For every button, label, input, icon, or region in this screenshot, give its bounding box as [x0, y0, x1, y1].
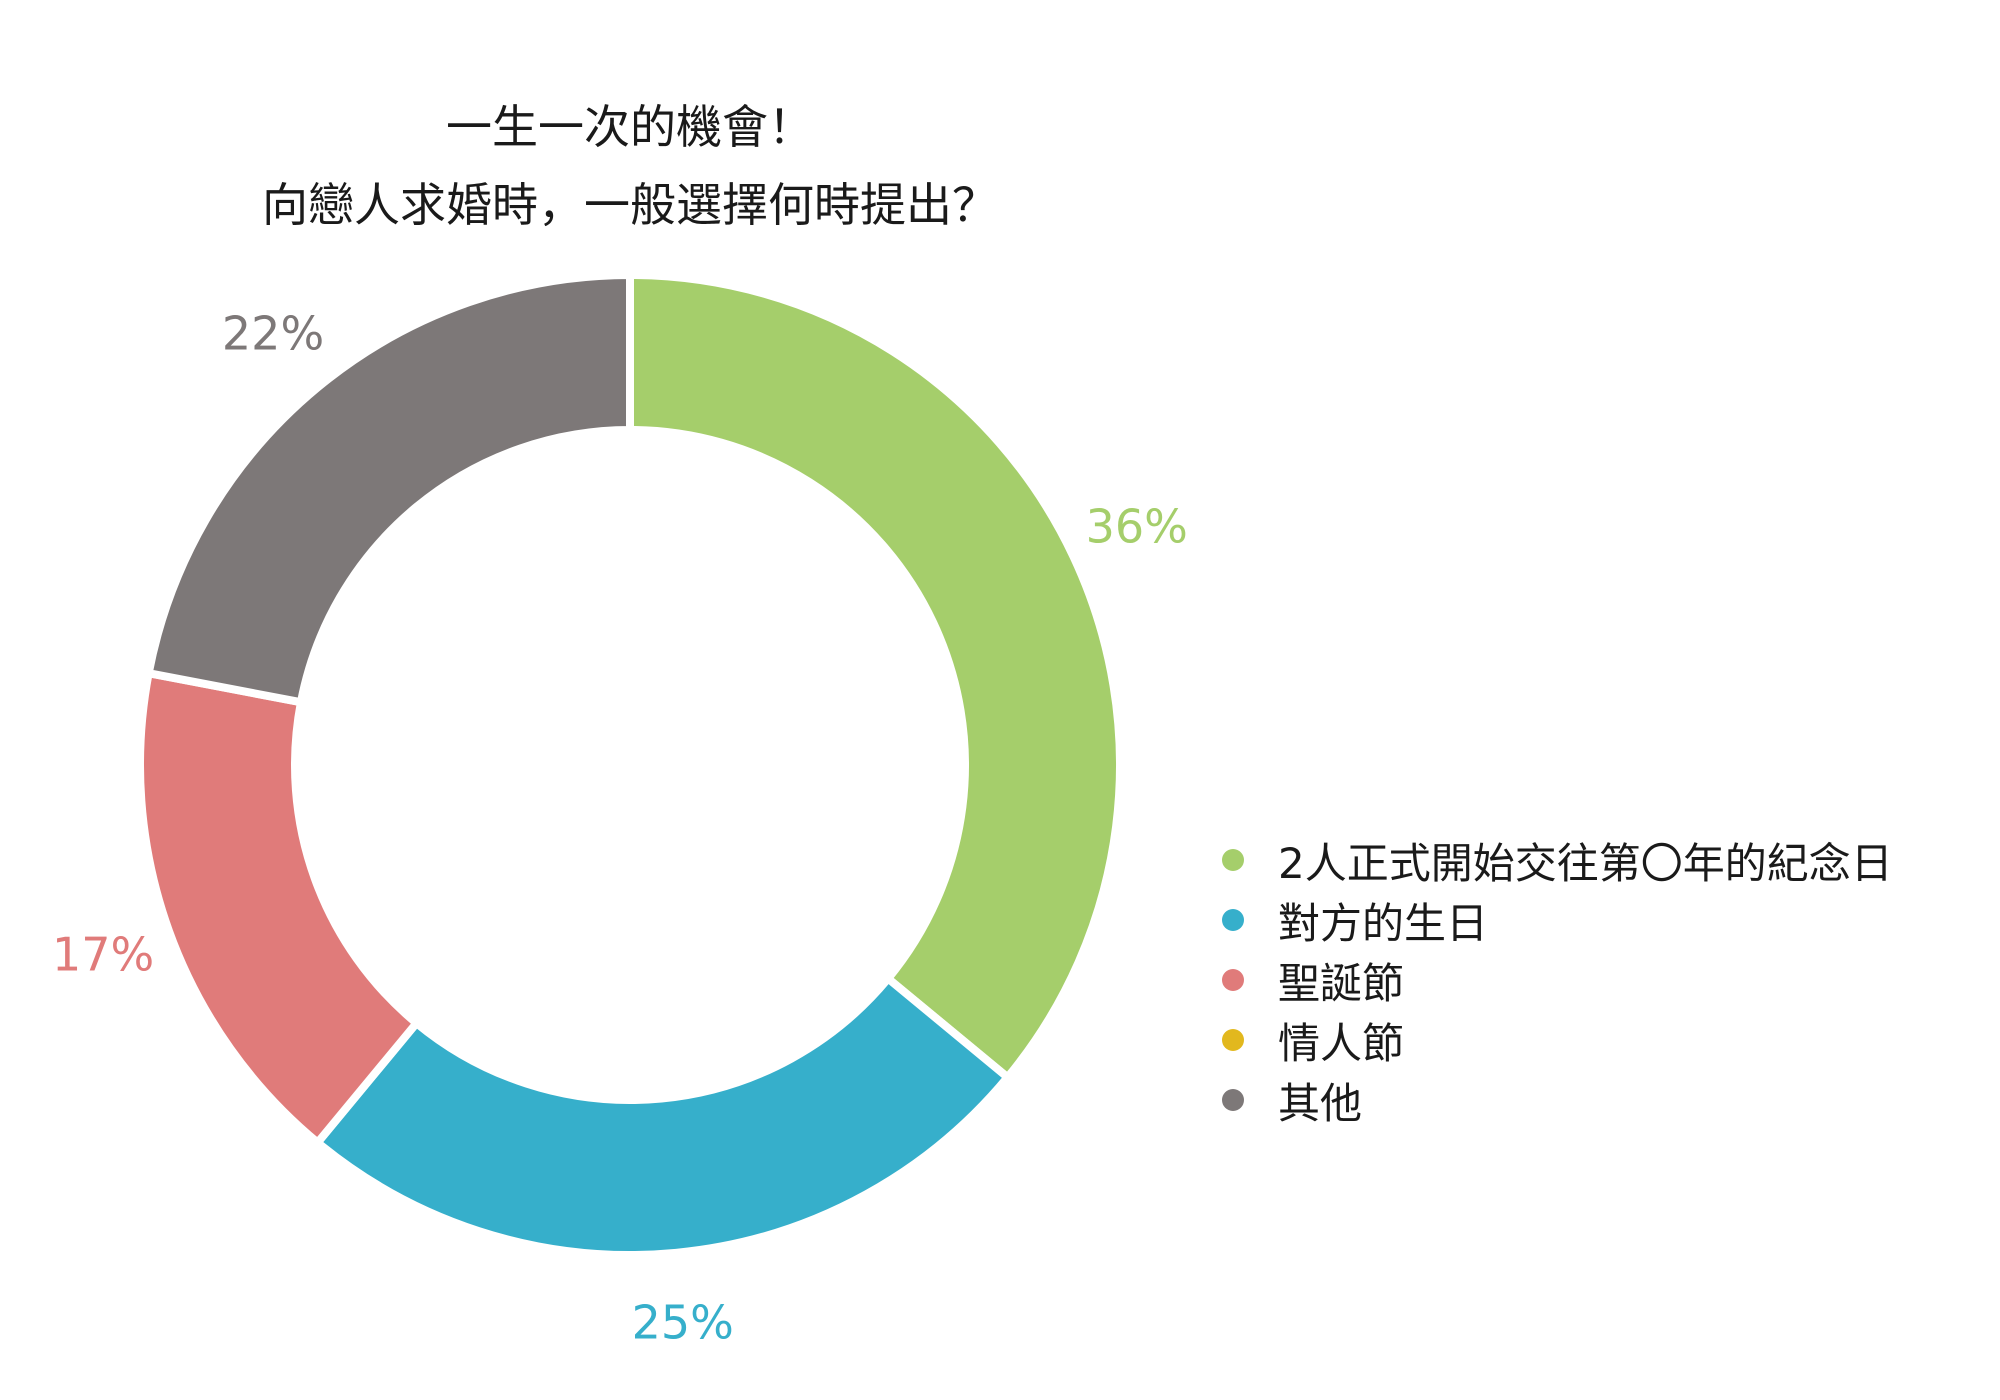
legend-item-christmas: 聖誕節 — [1222, 950, 1893, 1010]
chart-title-line-2: 向戀人求婚時，一般選擇何時提出？ — [262, 178, 998, 232]
chart-legend: 2人正式開始交往第〇年的紀念日 對方的生日 聖誕節 情人節 其他 — [1222, 830, 1893, 1130]
legend-item-anniversary: 2人正式開始交往第〇年的紀念日 — [1222, 830, 1893, 890]
donut-slice — [312, 972, 1014, 1259]
legend-swatch — [1222, 1029, 1244, 1051]
chart-title-line-1: 一生一次的機會！ — [446, 100, 814, 154]
chart-title: 一生一次的機會！ 向戀人求婚時，一般選擇何時提出？ — [0, 88, 1260, 244]
legend-swatch — [1222, 909, 1244, 931]
slice-percent-label: 25% — [632, 1296, 734, 1350]
legend-label: 聖誕節 — [1278, 958, 1405, 1008]
donut-slices — [136, 270, 1124, 1259]
slice-percent-label: 17% — [52, 928, 154, 982]
legend-swatch — [1222, 849, 1244, 871]
donut-slice — [143, 270, 634, 707]
legend-item-valentines: 情人節 — [1222, 1010, 1893, 1070]
legend-swatch — [1222, 969, 1244, 991]
legend-label: 2人正式開始交往第〇年的紀念日 — [1278, 838, 1893, 888]
slice-percent-label: 22% — [222, 307, 324, 361]
legend-label: 其他 — [1278, 1078, 1363, 1128]
donut-slice — [136, 668, 423, 1149]
slice-labels: 36% 25% 17% 22% — [52, 307, 1188, 1350]
legend-item-other: 其他 — [1222, 1070, 1893, 1130]
legend-label: 對方的生日 — [1278, 898, 1489, 948]
legend-swatch — [1222, 1089, 1244, 1111]
donut-slice — [626, 270, 1124, 1083]
legend-label: 情人節 — [1278, 1018, 1405, 1068]
slice-percent-label: 36% — [1086, 500, 1188, 554]
legend-item-birthday: 對方的生日 — [1222, 890, 1893, 950]
